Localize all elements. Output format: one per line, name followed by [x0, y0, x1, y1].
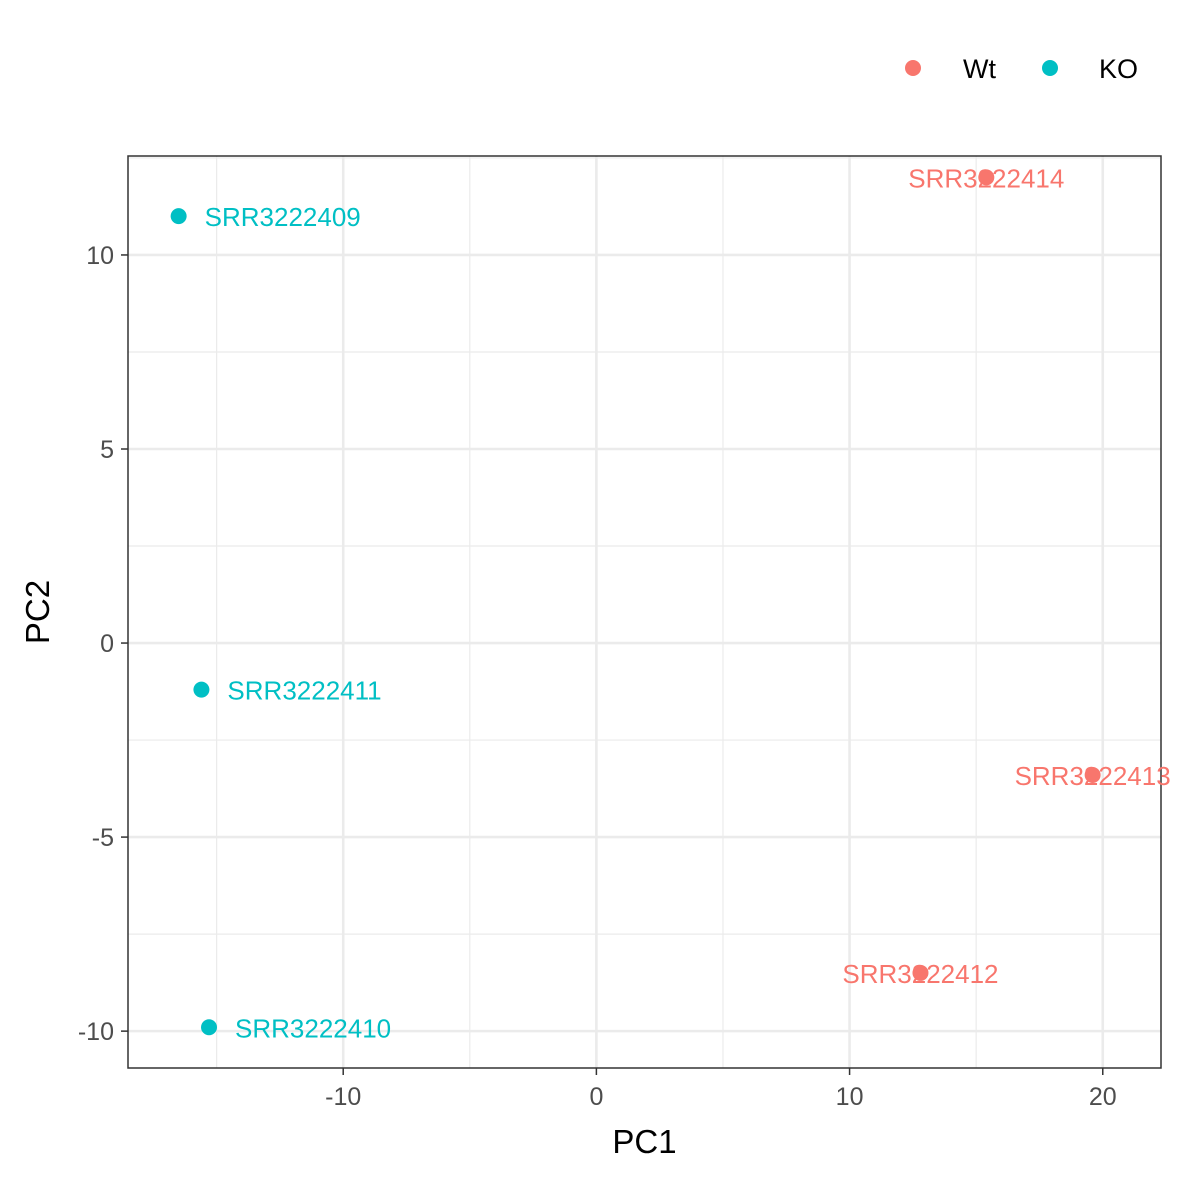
panel-border: [127, 155, 1162, 1069]
y-axis-title: PC2: [19, 580, 56, 644]
data-points: [170, 169, 1101, 1036]
point-label: SRR3222412: [842, 959, 998, 989]
major-gridlines: [128, 156, 1161, 1068]
y-tick-label: 10: [86, 242, 114, 270]
point-labels: SRR3222414 SRR3222413 SRR3222412 SRR3222409…: [205, 163, 1171, 1043]
y-tick-label: -5: [92, 824, 114, 852]
minor-gridlines: [128, 156, 1161, 1068]
data-point: [912, 964, 929, 981]
data-point: [170, 208, 187, 225]
data-point: [193, 681, 210, 698]
point-label: SRR3222414: [908, 163, 1064, 193]
legend-label: Wt: [963, 54, 996, 84]
point-label: SRR3222410: [235, 1013, 391, 1043]
data-point: [1084, 766, 1101, 783]
x-axis-title: PC1: [612, 1123, 676, 1160]
x-tick-label: 0: [589, 1083, 603, 1111]
x-tick-label: 20: [1089, 1083, 1117, 1111]
x-axis-ticks: -10 0 10 20: [325, 1068, 1117, 1111]
legend-key-icon: [905, 60, 921, 76]
y-tick-label: 0: [100, 630, 114, 658]
legend-key-icon: [1042, 60, 1058, 76]
y-tick-label: -10: [78, 1018, 114, 1046]
x-tick-label: 10: [836, 1083, 864, 1111]
point-label: SRR3222411: [227, 676, 381, 706]
y-tick-label: 5: [100, 436, 114, 464]
legend-label: KO: [1099, 54, 1138, 84]
point-label: SRR3222413: [1015, 761, 1171, 791]
y-axis-ticks: -10 -5 0 5 10: [78, 242, 128, 1046]
data-point: [978, 169, 995, 186]
point-label: SRR3222409: [205, 202, 361, 232]
legend: Wt KO: [905, 54, 1138, 84]
x-tick-label: -10: [325, 1083, 361, 1111]
data-point: [201, 1019, 218, 1036]
